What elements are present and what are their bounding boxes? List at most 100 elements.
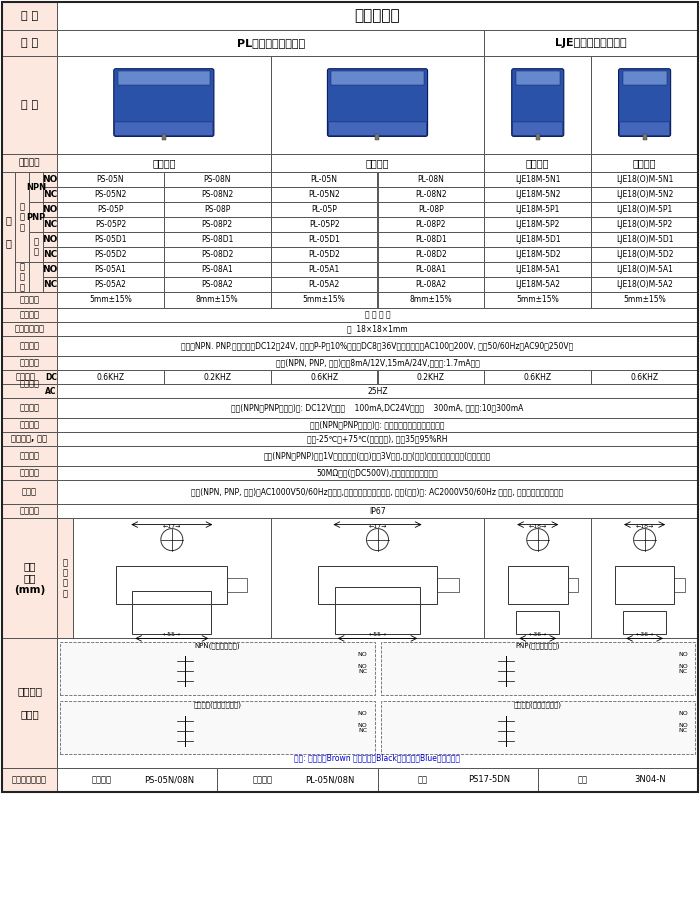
Bar: [43, 247, 57, 262]
Bar: [271, 172, 377, 187]
Text: 0.6KHZ: 0.6KHZ: [97, 373, 125, 382]
Text: 外 观: 外 观: [21, 100, 38, 110]
Bar: [484, 30, 698, 56]
Bar: [43, 172, 57, 187]
FancyBboxPatch shape: [328, 68, 428, 137]
Text: ←17→: ←17→: [368, 524, 386, 529]
Text: 防护等级: 防护等级: [20, 507, 39, 516]
Text: NC: NC: [678, 728, 687, 733]
Text: DC: DC: [45, 373, 57, 382]
Bar: [217, 768, 377, 792]
Bar: [2, 56, 57, 154]
Bar: [164, 202, 271, 217]
Bar: [271, 262, 377, 277]
Text: PS-05N: PS-05N: [97, 175, 124, 184]
Bar: [57, 432, 698, 446]
Bar: [2, 370, 57, 398]
Text: LJE18(O)M-5A1: LJE18(O)M-5A1: [616, 265, 673, 274]
Text: PL-08A1: PL-08A1: [415, 265, 447, 274]
Text: 类 型: 类 型: [21, 38, 38, 48]
Bar: [116, 566, 228, 605]
Bar: [164, 277, 271, 292]
Text: LJE18(O)M-5N1: LJE18(O)M-5N1: [616, 175, 673, 184]
Text: 国内外型号参照: 国内外型号参照: [12, 776, 47, 785]
Text: NC: NC: [43, 250, 57, 259]
Bar: [57, 2, 698, 30]
Text: PS-05A2: PS-05A2: [94, 280, 127, 289]
Text: NO: NO: [358, 723, 368, 728]
Bar: [592, 172, 698, 187]
Text: PL高频振荡式角柱型: PL高频振荡式角柱型: [237, 38, 304, 48]
Bar: [164, 370, 271, 384]
Text: 响应频率: 响应频率: [20, 380, 39, 389]
Bar: [377, 172, 484, 187]
Bar: [2, 154, 57, 172]
Text: LJE18M-5A1: LJE18M-5A1: [515, 265, 560, 274]
Bar: [377, 187, 484, 202]
Bar: [377, 277, 484, 292]
Text: PS-05N2: PS-05N2: [94, 190, 127, 199]
Bar: [271, 154, 484, 172]
Text: 二
线: 二 线: [34, 238, 38, 256]
Text: 非
屏
蔽
式: 非 屏 蔽 式: [62, 558, 67, 598]
Text: PL-05D2: PL-05D2: [308, 250, 340, 259]
Text: AC: AC: [46, 386, 57, 395]
Text: 直流(NPN，PNP，二线)型: 反连接、短路保护、浪涌吸收: 直流(NPN，PNP，二线)型: 反连接、短路保护、浪涌吸收: [310, 420, 444, 429]
Bar: [2, 2, 57, 30]
Text: NC: NC: [678, 669, 687, 674]
Text: 交
流
型: 交 流 型: [20, 262, 25, 292]
Text: 5mm±15%: 5mm±15%: [623, 295, 666, 304]
Bar: [57, 262, 164, 277]
Text: PS-08A1: PS-08A1: [202, 265, 233, 274]
Bar: [2, 446, 57, 466]
FancyBboxPatch shape: [620, 122, 670, 135]
FancyBboxPatch shape: [328, 122, 426, 135]
Text: LJE18M-5P1: LJE18M-5P1: [516, 205, 560, 214]
Bar: [592, 56, 698, 154]
Bar: [484, 217, 592, 232]
Bar: [57, 418, 698, 432]
Text: PS-08P2: PS-08P2: [202, 220, 233, 229]
Bar: [164, 217, 271, 232]
Text: ←18→: ←18→: [528, 524, 547, 529]
Text: 绝缘阻抗: 绝缘阻抗: [20, 469, 39, 478]
Text: LJE18(O)M-5N2: LJE18(O)M-5N2: [616, 190, 673, 199]
Bar: [484, 187, 592, 202]
Text: PS-05A1: PS-05A1: [94, 265, 127, 274]
Bar: [2, 518, 57, 638]
Bar: [484, 370, 592, 384]
Text: 响应频率: 响应频率: [15, 373, 36, 382]
Text: PL-08N2: PL-08N2: [415, 190, 447, 199]
Bar: [228, 579, 247, 591]
Text: 非屏蔽式: 非屏蔽式: [365, 158, 389, 168]
Bar: [57, 398, 698, 418]
Bar: [57, 154, 271, 172]
Text: IP67: IP67: [369, 507, 386, 516]
Text: 0.6KHZ: 0.6KHZ: [310, 373, 338, 382]
Bar: [2, 322, 57, 336]
Text: PS-08N: PS-08N: [204, 175, 231, 184]
Text: NO: NO: [42, 265, 57, 274]
Bar: [592, 187, 698, 202]
Text: LJE18M-5N2: LJE18M-5N2: [515, 190, 561, 199]
Text: NC: NC: [43, 190, 57, 199]
Text: PL-05N: PL-05N: [311, 175, 337, 184]
Text: 5mm±15%: 5mm±15%: [517, 295, 559, 304]
Bar: [2, 504, 57, 518]
Bar: [57, 277, 164, 292]
Bar: [592, 277, 698, 292]
Bar: [15, 262, 29, 292]
Text: NO: NO: [678, 652, 688, 657]
Text: PL-05D1: PL-05D1: [308, 235, 340, 244]
Text: LJE18(O)M-5D2: LJE18(O)M-5D2: [616, 250, 673, 259]
Text: PL-08N: PL-08N: [417, 175, 444, 184]
Bar: [57, 768, 217, 792]
Text: PL-05P: PL-05P: [311, 205, 337, 214]
Bar: [15, 172, 29, 262]
Text: 5mm±15%: 5mm±15%: [89, 295, 132, 304]
Text: PL-05A1: PL-05A1: [309, 265, 340, 274]
Text: 直流(NPN，PNP)型：1V以下，直流(二线)型：3V以下,交流(二线)型：参照特性数据(曲线图表）: 直流(NPN，PNP)型：1V以下，直流(二线)型：3V以下,交流(二线)型：参…: [264, 452, 491, 461]
Text: LJE18(O)M-5A2: LJE18(O)M-5A2: [616, 280, 673, 289]
Bar: [2, 308, 57, 322]
Bar: [2, 356, 57, 370]
